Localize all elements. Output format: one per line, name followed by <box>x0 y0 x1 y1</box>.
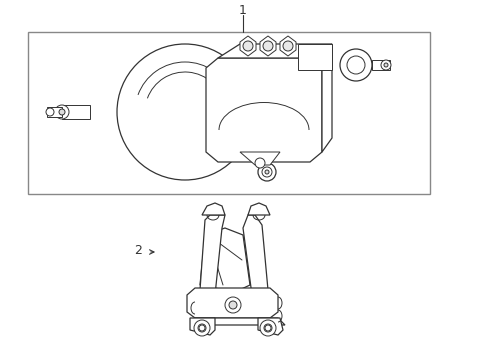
Polygon shape <box>258 318 283 335</box>
Circle shape <box>383 63 387 67</box>
Polygon shape <box>297 44 331 70</box>
Polygon shape <box>218 44 331 58</box>
Polygon shape <box>280 36 295 56</box>
Polygon shape <box>202 203 224 215</box>
Bar <box>371 60 389 70</box>
Bar <box>47 107 62 117</box>
Circle shape <box>59 109 65 115</box>
Polygon shape <box>186 288 278 318</box>
Circle shape <box>346 56 364 74</box>
Circle shape <box>264 324 271 332</box>
Polygon shape <box>200 215 224 295</box>
Polygon shape <box>260 36 275 56</box>
Circle shape <box>264 170 268 174</box>
Polygon shape <box>247 203 269 215</box>
Polygon shape <box>190 318 215 335</box>
Circle shape <box>46 108 54 116</box>
Circle shape <box>263 41 272 51</box>
Circle shape <box>380 60 390 70</box>
Circle shape <box>283 41 292 51</box>
Circle shape <box>258 163 275 181</box>
Polygon shape <box>240 36 256 56</box>
Polygon shape <box>195 318 285 325</box>
Circle shape <box>228 301 237 309</box>
Circle shape <box>55 105 69 119</box>
Circle shape <box>260 320 275 336</box>
Circle shape <box>243 41 252 51</box>
Circle shape <box>339 49 371 81</box>
Circle shape <box>224 297 241 313</box>
Polygon shape <box>240 152 280 165</box>
Polygon shape <box>200 228 249 292</box>
Text: 2: 2 <box>134 243 142 257</box>
Polygon shape <box>321 44 331 152</box>
Circle shape <box>254 158 264 168</box>
Text: 1: 1 <box>239 4 246 17</box>
Circle shape <box>198 324 205 332</box>
Circle shape <box>117 44 252 180</box>
Circle shape <box>262 167 271 177</box>
Bar <box>62 105 90 119</box>
Circle shape <box>194 320 209 336</box>
Bar <box>28 32 429 194</box>
Polygon shape <box>243 215 267 295</box>
Polygon shape <box>205 58 321 162</box>
